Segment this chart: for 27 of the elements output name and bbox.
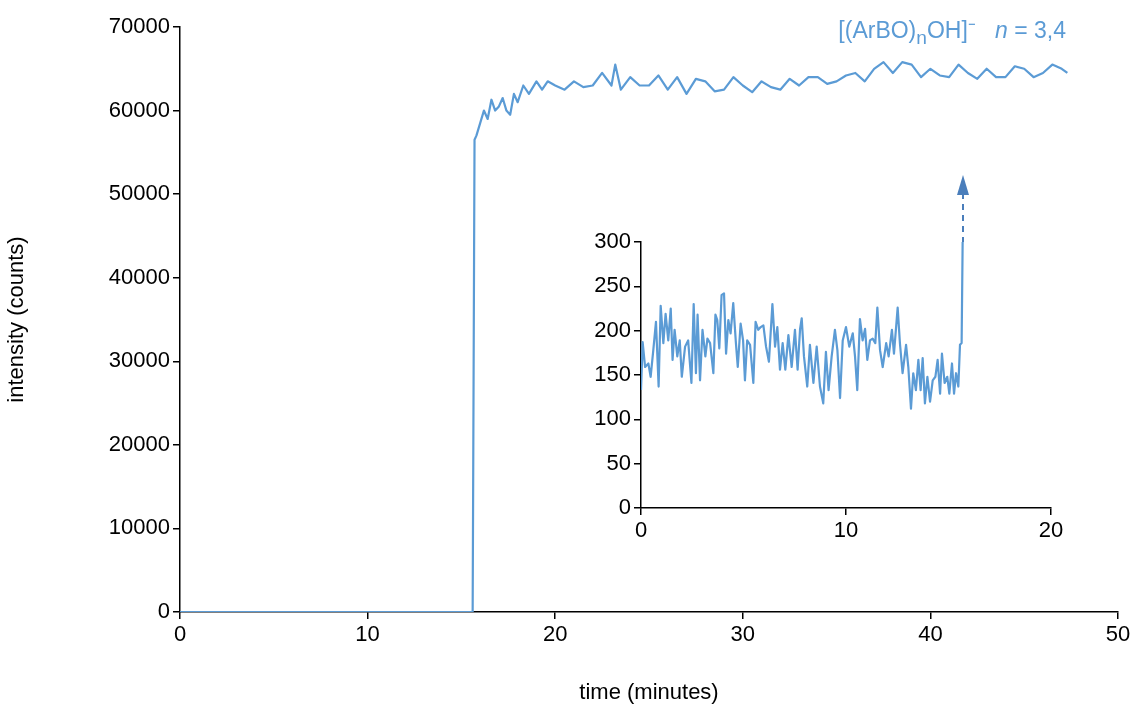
x-tick-label: 20 bbox=[542, 621, 568, 647]
y-tick-label: 300 bbox=[594, 228, 631, 254]
y-tick-label: 40000 bbox=[108, 263, 170, 289]
y-tick-label: 30000 bbox=[108, 347, 170, 373]
x-tick-label: 30 bbox=[730, 621, 756, 647]
y-tick-label: 20000 bbox=[108, 430, 170, 456]
x-tick-label: 0 bbox=[634, 517, 648, 543]
y-axis-title: intensity (counts) bbox=[3, 236, 29, 403]
y-tick-label: 60000 bbox=[108, 96, 170, 122]
x-tick-label: 20 bbox=[1038, 517, 1064, 543]
series-label: [(ArBO)$_{n}$OH]⁻ n = 3,4 bbox=[838, 16, 1066, 49]
x-tick-label: 0 bbox=[173, 621, 187, 647]
y-tick-label: 50000 bbox=[108, 180, 170, 206]
y-tick-label: 200 bbox=[594, 316, 631, 342]
y-tick-label: 70000 bbox=[108, 13, 170, 39]
x-tick-label: 10 bbox=[833, 517, 859, 543]
x-tick-label: 40 bbox=[918, 621, 943, 647]
x-axis-title: time (minutes) bbox=[579, 678, 719, 704]
y-tick-label: 100 bbox=[594, 405, 631, 431]
x-tick-label: 50 bbox=[1105, 621, 1131, 647]
y-tick-label: 150 bbox=[594, 361, 631, 387]
y-tick-label: 10000 bbox=[108, 514, 170, 540]
y-tick-label: 50 bbox=[606, 449, 631, 475]
x-tick-label: 10 bbox=[355, 621, 380, 647]
y-tick-label: 250 bbox=[594, 272, 631, 298]
y-tick-label: 0 bbox=[618, 494, 631, 520]
y-tick-label: 0 bbox=[157, 598, 170, 624]
